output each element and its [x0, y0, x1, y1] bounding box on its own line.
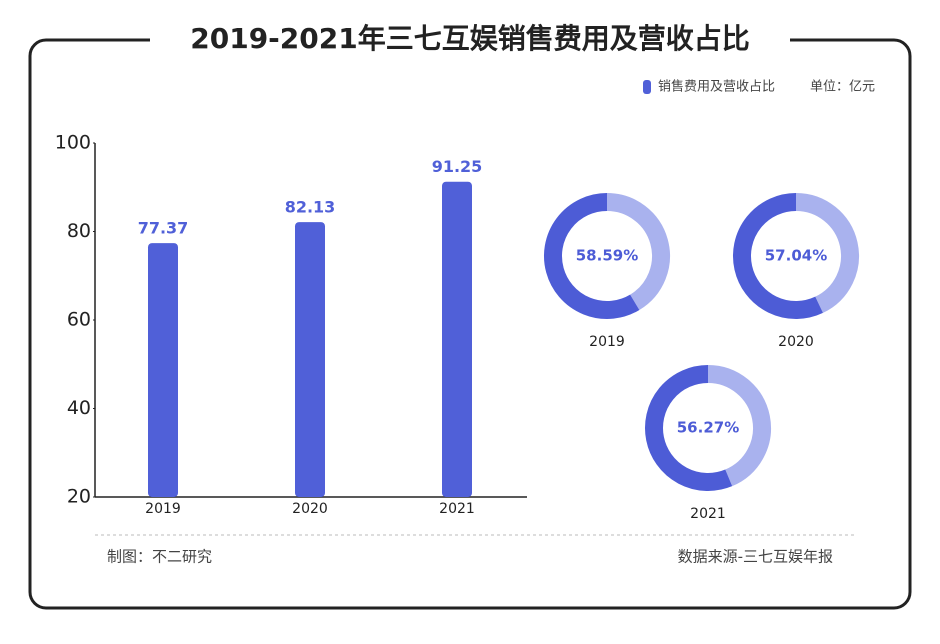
y-tick-label: 20	[67, 486, 91, 508]
bar-value: 77.37	[138, 219, 189, 238]
title-backdrop	[150, 20, 790, 60]
donut-rest	[606, 193, 670, 311]
source: 数据来源-三七互娱年报	[678, 548, 833, 566]
donut-slice	[645, 365, 733, 491]
donut-category: 2020	[778, 334, 814, 350]
donut-slice	[544, 193, 640, 319]
x-tick-label: 2020	[292, 501, 328, 517]
donut-label: 58.59%	[576, 247, 638, 265]
donut-category: 2019	[589, 334, 625, 350]
donut-category: 2021	[690, 506, 726, 522]
y-tick-label: 100	[55, 132, 91, 154]
legend-label: 销售费用及营收占比	[658, 79, 775, 95]
bar	[148, 243, 178, 497]
y-tick-label: 60	[67, 309, 91, 331]
credit: 制图：不二研究	[107, 548, 212, 566]
title: 2019-2021年三七互娱销售费用及营收占比	[190, 22, 749, 55]
legend-swatch	[643, 80, 651, 94]
bar	[442, 181, 472, 497]
unit: 单位：亿元	[810, 80, 875, 95]
y-tick-label: 80	[67, 220, 91, 242]
donut-rest	[795, 193, 859, 313]
donut-slice	[733, 193, 823, 319]
bar-value: 91.25	[432, 157, 483, 176]
bar	[295, 222, 325, 497]
donut-label: 56.27%	[677, 419, 739, 437]
x-tick-label: 2019	[145, 501, 181, 517]
donut-label: 57.04%	[765, 247, 827, 265]
donut-rest	[707, 365, 771, 487]
y-tick-label: 40	[67, 397, 91, 419]
bar-value: 82.13	[285, 198, 336, 217]
x-tick-label: 2021	[439, 501, 475, 517]
